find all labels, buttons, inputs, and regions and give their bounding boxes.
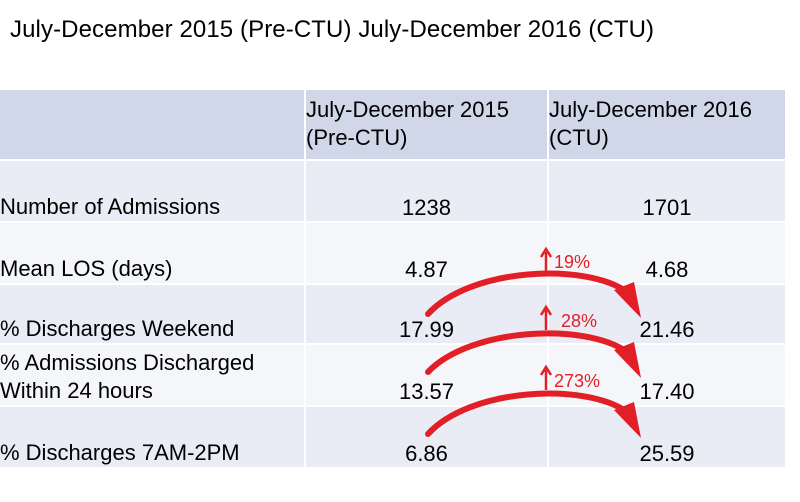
row-label: Number of Admissions: [0, 159, 306, 222]
header-2016-line1: July-December 2016: [549, 97, 752, 122]
header-2016-line2: (CTU): [549, 125, 609, 150]
row-label: % Discharges 7AM-2PM: [0, 405, 306, 467]
row-label-line1: % Admissions Discharged: [0, 350, 255, 375]
table-row: Mean LOS (days) 4.87 4.68: [0, 221, 787, 284]
row-label: % Discharges Weekend: [0, 283, 306, 344]
ctu-value: 4.68: [548, 221, 787, 284]
pre-ctu-value: 13.57: [305, 343, 549, 406]
pre-ctu-value: 4.87: [305, 221, 549, 284]
table-row: % Discharges 7AM-2PM 6.86 25.59: [0, 405, 787, 467]
header-empty-cell: [0, 90, 306, 160]
header-2016: July-December 2016 (CTU): [548, 90, 787, 160]
row-label: Mean LOS (days): [0, 221, 306, 284]
table-header-row: July-December 2015 (Pre-CTU) July-Decemb…: [0, 90, 787, 160]
header-2015-line1: July-December 2015: [306, 97, 509, 122]
row-label-line2: Within 24 hours: [0, 378, 153, 403]
page-title: July-December 2015 (Pre-CTU) July-Decemb…: [10, 16, 655, 43]
ctu-value: 21.46: [548, 283, 787, 344]
pre-ctu-value: 1238: [305, 159, 549, 222]
header-2015: July-December 2015 (Pre-CTU): [305, 90, 549, 160]
pre-ctu-value: 17.99: [305, 283, 549, 344]
row-label: % Admissions Discharged Within 24 hours: [0, 343, 306, 406]
header-2015-line2: (Pre-CTU): [306, 125, 408, 150]
table-row: % Discharges Weekend 17.99 21.46: [0, 283, 787, 344]
ctu-value: 17.40: [548, 343, 787, 406]
ctu-value: 25.59: [548, 405, 787, 467]
table-row: % Admissions Discharged Within 24 hours …: [0, 343, 787, 406]
comparison-table: July-December 2015 (Pre-CTU) July-Decemb…: [0, 90, 787, 467]
table-row: Number of Admissions 1238 1701: [0, 159, 787, 222]
pre-ctu-value: 6.86: [305, 405, 549, 467]
ctu-value: 1701: [548, 159, 787, 222]
